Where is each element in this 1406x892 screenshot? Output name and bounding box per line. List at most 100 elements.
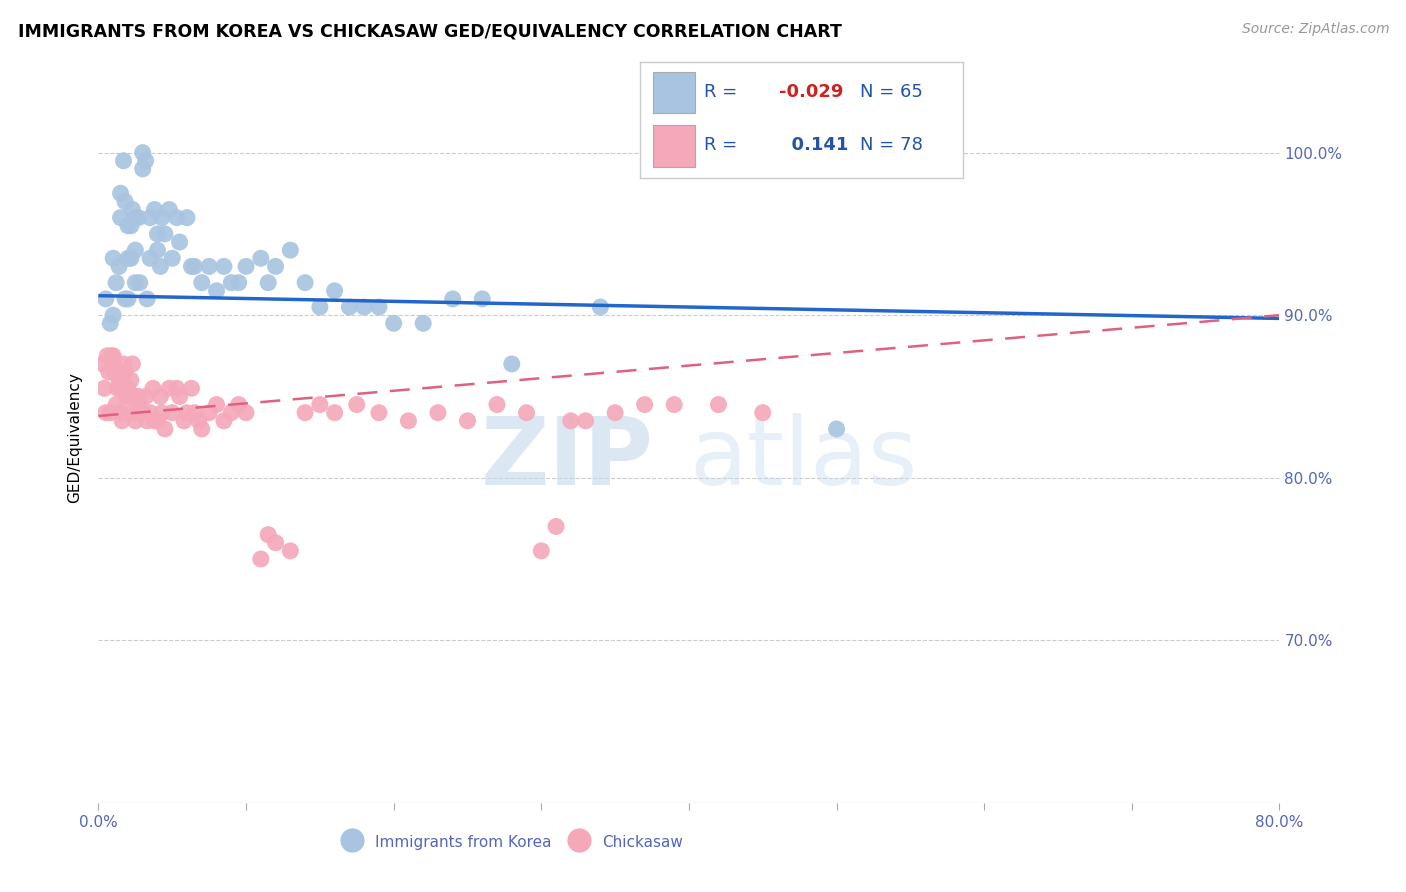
Point <box>122 389 145 403</box>
Point <box>353 300 375 314</box>
Point <box>105 398 128 412</box>
Point <box>149 260 172 274</box>
Point <box>180 260 202 274</box>
Point <box>294 406 316 420</box>
Point <box>280 544 302 558</box>
Point <box>135 153 157 168</box>
Point <box>117 219 139 233</box>
Point <box>135 389 157 403</box>
Point <box>183 260 205 274</box>
Point <box>125 406 148 420</box>
Point <box>114 292 136 306</box>
Point <box>93 381 115 395</box>
Point <box>136 292 159 306</box>
Point <box>157 202 180 217</box>
Point <box>127 389 149 403</box>
Point <box>191 422 214 436</box>
Point <box>264 260 287 274</box>
Point <box>205 398 228 412</box>
Point <box>153 227 176 241</box>
Point <box>198 406 221 420</box>
Point <box>118 406 141 420</box>
Point <box>250 252 273 266</box>
Point <box>205 284 228 298</box>
Point <box>382 316 405 330</box>
Point <box>114 365 136 379</box>
Point <box>501 357 523 371</box>
Text: N = 78: N = 78 <box>859 136 922 154</box>
Point <box>228 276 250 290</box>
Point <box>157 381 180 395</box>
Point <box>105 276 128 290</box>
Point <box>120 219 142 233</box>
Point <box>752 406 775 420</box>
Point <box>132 406 155 420</box>
Point <box>110 381 132 395</box>
Point <box>280 243 302 257</box>
Point <box>264 535 287 549</box>
Point <box>146 414 169 428</box>
Text: ZIP: ZIP <box>481 413 654 505</box>
Point <box>173 414 195 428</box>
Point <box>94 406 117 420</box>
Text: -0.029: -0.029 <box>779 83 844 101</box>
Point <box>346 398 368 412</box>
Point <box>368 300 391 314</box>
Point <box>121 357 143 371</box>
Point <box>98 316 121 330</box>
Point <box>112 153 135 168</box>
Point <box>121 202 143 217</box>
Point <box>124 243 146 257</box>
Point <box>117 292 139 306</box>
Point <box>136 414 159 428</box>
Point <box>132 161 155 176</box>
Point <box>127 211 149 225</box>
Point <box>166 211 188 225</box>
Point <box>153 422 176 436</box>
Point <box>146 243 169 257</box>
Point <box>162 252 183 266</box>
Point <box>191 276 214 290</box>
Point <box>115 389 138 403</box>
Text: atlas: atlas <box>689 413 917 505</box>
Point <box>150 211 173 225</box>
Point <box>212 260 235 274</box>
Point <box>169 235 191 249</box>
Point <box>368 406 391 420</box>
Point <box>546 519 568 533</box>
Point <box>180 381 202 395</box>
Point <box>142 381 165 395</box>
Point <box>114 194 136 209</box>
FancyBboxPatch shape <box>652 71 695 113</box>
Text: R =: R = <box>704 83 744 101</box>
Point <box>112 357 135 371</box>
Point <box>169 389 191 403</box>
Point <box>257 276 280 290</box>
Point <box>107 381 129 395</box>
Point <box>132 145 155 160</box>
Point <box>110 186 132 201</box>
Point <box>309 398 332 412</box>
Legend: Immigrants from Korea, Chickasaw: Immigrants from Korea, Chickasaw <box>335 827 689 857</box>
Point <box>139 211 162 225</box>
Point <box>128 398 150 412</box>
Text: N = 65: N = 65 <box>859 83 922 101</box>
Point <box>339 300 361 314</box>
Point <box>98 406 121 420</box>
Point <box>323 284 346 298</box>
Point <box>441 292 464 306</box>
Point <box>530 544 553 558</box>
Point <box>589 300 612 314</box>
Point <box>150 406 173 420</box>
Point <box>398 414 420 428</box>
Point <box>110 406 132 420</box>
Text: Source: ZipAtlas.com: Source: ZipAtlas.com <box>1241 22 1389 37</box>
Point <box>605 406 627 420</box>
Point <box>97 365 120 379</box>
Point <box>457 414 479 428</box>
Point <box>198 260 221 274</box>
Point <box>707 398 730 412</box>
Point <box>103 308 125 322</box>
Point <box>143 202 166 217</box>
Point <box>143 414 166 428</box>
